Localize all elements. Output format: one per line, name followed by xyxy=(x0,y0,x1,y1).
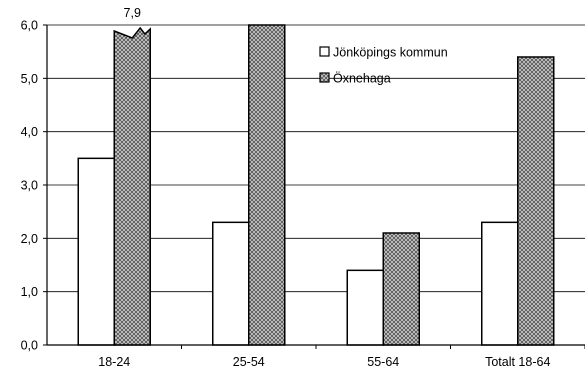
x-tick-label: Totalt 18-64 xyxy=(485,355,550,369)
legend-swatch xyxy=(319,72,330,83)
legend: Jönköpings kommun Öxnehaga xyxy=(319,46,448,86)
bar xyxy=(77,157,115,346)
bar xyxy=(481,221,519,346)
axes xyxy=(43,24,585,349)
y-tick-label: 5,0 xyxy=(21,72,38,86)
bar xyxy=(517,56,555,346)
legend-label: Öxnehaga xyxy=(333,72,391,86)
x-tick-label: 25-54 xyxy=(233,355,265,369)
y-tick-label: 2,0 xyxy=(21,232,38,246)
y-tick-label: 3,0 xyxy=(21,179,38,193)
bar xyxy=(346,269,384,346)
bar xyxy=(113,26,151,346)
y-tick-label: 6,0 xyxy=(21,19,38,33)
legend-label: Jönköpings kommun xyxy=(333,46,448,60)
legend-swatch xyxy=(319,46,330,57)
tick-labels: 0,0 1,0 2,0 3,0 4,0 5,0 6,0 18-24 25-54 55-64 Tota… xyxy=(21,19,551,370)
bar xyxy=(212,221,250,346)
annotations: 7,9 xyxy=(124,6,141,20)
data-label: 7,9 xyxy=(124,6,141,20)
x-tick-label: 18-24 xyxy=(98,355,130,369)
x-tick-label: 55-64 xyxy=(367,355,399,369)
y-tick-label: 1,0 xyxy=(21,285,38,299)
y-tick-label: 0,0 xyxy=(21,339,38,353)
bar xyxy=(382,232,420,346)
y-tick-label: 4,0 xyxy=(21,125,38,139)
bar xyxy=(248,24,286,346)
